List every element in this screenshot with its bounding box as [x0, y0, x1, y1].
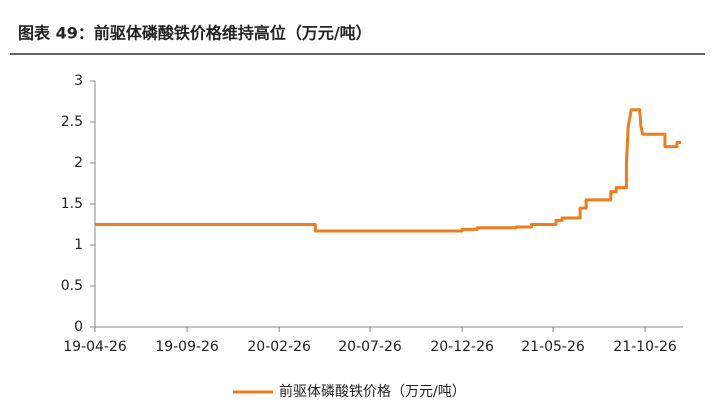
- x-tick-label: 20-02-26: [247, 339, 311, 355]
- x-tick-label: 20-12-26: [430, 339, 494, 355]
- legend-label: 前驱体磷酸铁价格（万元/吨）: [279, 383, 466, 400]
- x-tick-label: 19-09-26: [155, 339, 219, 355]
- y-tick-label: 1: [74, 237, 83, 253]
- chart-title: 图表 49：前驱体磷酸铁价格维持高位（万元/吨）: [18, 24, 372, 43]
- y-tick-label: 0: [74, 319, 83, 335]
- series-line: [95, 108, 682, 233]
- y-tick-label: 3: [74, 73, 83, 89]
- x-tick-label: 21-05-26: [521, 339, 585, 355]
- y-tick-label: 2.5: [61, 114, 83, 130]
- y-tick-label: 0.5: [61, 278, 83, 294]
- y-tick-label: 2: [74, 155, 83, 171]
- x-tick-label: 19-04-26: [63, 339, 127, 355]
- x-tick-label: 21-10-26: [613, 339, 677, 355]
- x-tick-label: 20-07-26: [338, 339, 402, 355]
- y-tick-label: 1.5: [61, 196, 83, 212]
